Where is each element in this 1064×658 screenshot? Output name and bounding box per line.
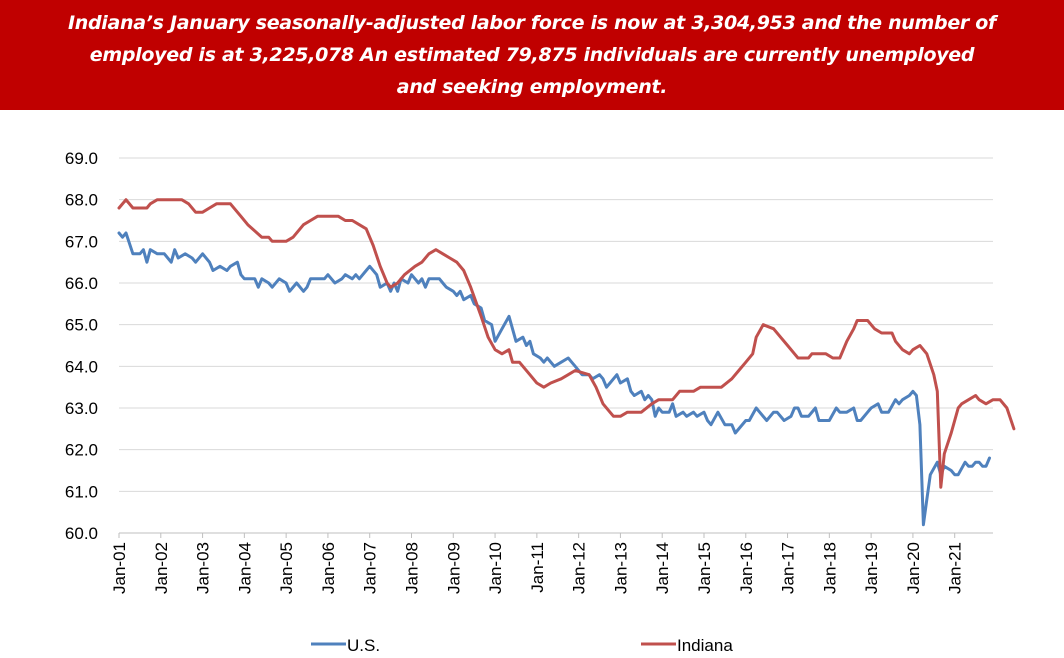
series-line-indiana (117, 198, 1016, 489)
labor-force-participation-chart: 60.0 61.0 62.0 63.0 64.0 65.0 66.0 67.0 68.0 69.0… (65, 149, 1016, 655)
x-tick-label: Jan-07 (361, 542, 380, 594)
x-tick-label: Jan-19 (862, 542, 881, 594)
x-tick-label: Jan-12 (570, 542, 589, 594)
x-tick-label: Jan-13 (611, 542, 630, 594)
headline-line-1: Indiana’s January seasonally-adjusted la… (67, 12, 997, 34)
y-tick-label: 61.0 (65, 482, 98, 501)
y-tick-label: 60.0 (65, 524, 98, 543)
x-axis-tick-labels: Jan-01 Jan-02 Jan-03 Jan-04 Jan-05 Jan-06 Jan-… (110, 533, 965, 594)
y-tick-label: 63.0 (65, 399, 98, 418)
legend: U.S. Indiana (311, 636, 733, 655)
gridlines (119, 157, 993, 492)
x-tick-label: Jan-06 (319, 542, 338, 594)
headline-line-3: and seeking employment. (396, 76, 668, 98)
headline-banner: Indiana’s January seasonally-adjusted la… (0, 0, 1064, 110)
x-tick-label: Jan-05 (277, 542, 296, 594)
legend-label: Indiana (677, 636, 733, 655)
x-tick-label: Jan-03 (194, 542, 213, 594)
x-tick-label: Jan-09 (444, 542, 463, 594)
y-tick-label: 65.0 (65, 316, 98, 335)
x-tick-label: Jan-16 (737, 542, 756, 594)
x-tick-label: Jan-02 (152, 542, 171, 594)
y-tick-label: 64.0 (65, 357, 98, 376)
x-tick-label: Jan-01 (110, 542, 129, 594)
y-tick-label: 67.0 (65, 232, 98, 251)
x-tick-label: Jan-17 (779, 542, 798, 594)
headline-line-2: employed is at 3,225,078 An estimated 79… (89, 44, 975, 66)
legend-label: U.S. (347, 636, 380, 655)
x-tick-label: Jan-14 (653, 542, 672, 594)
x-tick-label: Jan-18 (820, 542, 839, 594)
x-tick-label: Jan-04 (235, 542, 254, 594)
series-lines (117, 198, 1016, 527)
y-tick-label: 68.0 (65, 191, 98, 210)
y-tick-label: 69.0 (65, 149, 98, 168)
x-tick-label: Jan-08 (402, 542, 421, 594)
x-tick-label: Jan-10 (486, 542, 505, 594)
x-tick-label: Jan-11 (528, 542, 547, 593)
x-tick-label: Jan-21 (946, 542, 965, 594)
x-tick-label: Jan-15 (695, 542, 714, 594)
series-line-us (117, 231, 991, 527)
y-tick-label: 66.0 (65, 274, 98, 293)
y-tick-label: 62.0 (65, 441, 98, 460)
y-axis-tick-labels: 60.0 61.0 62.0 63.0 64.0 65.0 66.0 67.0 68.0 69.0 (65, 149, 98, 543)
x-tick-label: Jan-20 (904, 542, 923, 594)
